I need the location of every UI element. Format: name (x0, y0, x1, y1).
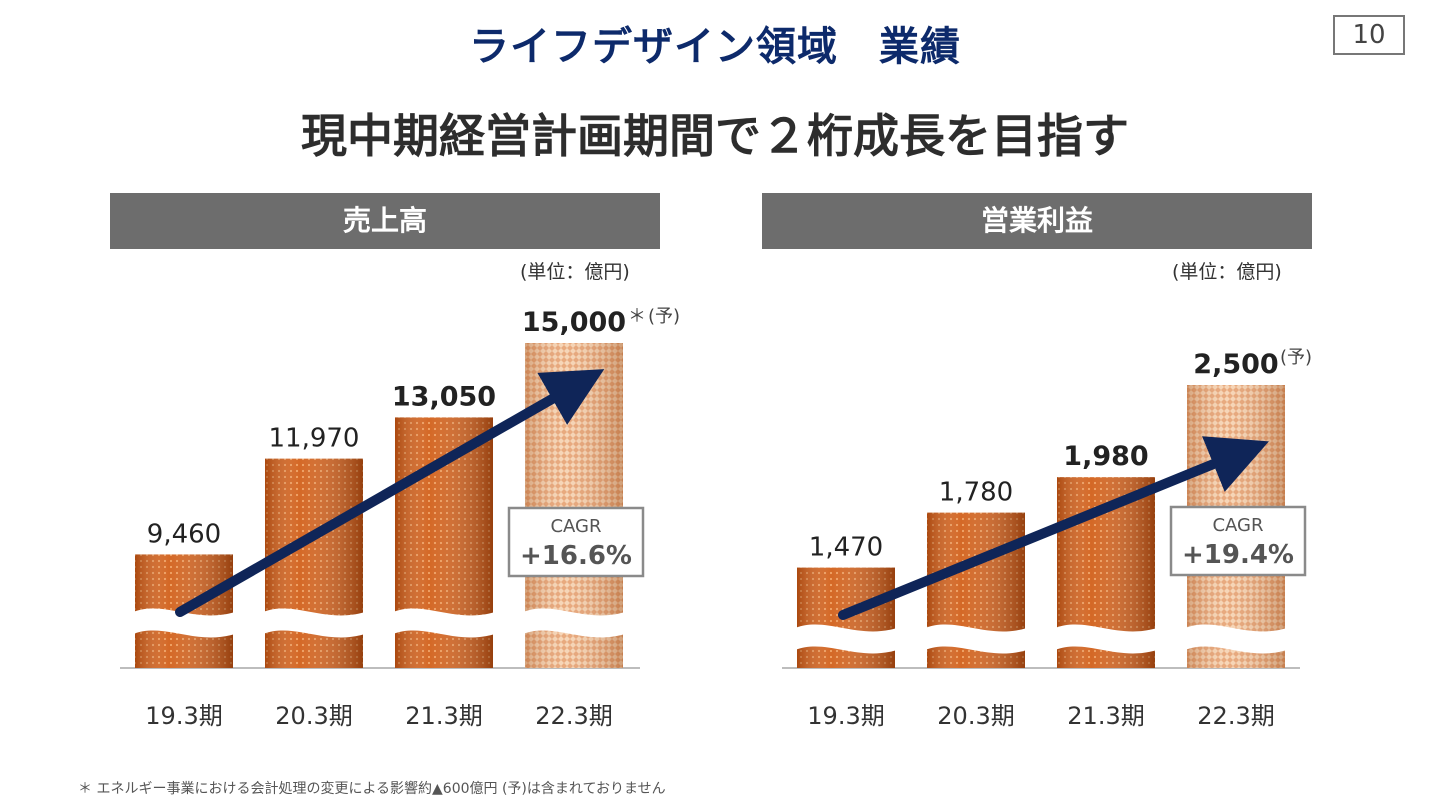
axis-break-wave (133, 608, 235, 638)
annotation-label: (予) (648, 306, 680, 327)
category-label: 19.3期 (807, 702, 884, 730)
category-label: 20.3期 (275, 702, 352, 730)
sales-unit-label: (単位：億円) (520, 261, 630, 283)
category-label: 22.3期 (1197, 702, 1274, 730)
cagr-box (507, 506, 645, 578)
axis-break-wave (795, 624, 897, 654)
category-label: 22.3期 (535, 702, 612, 730)
annotation-label: (予) (1280, 347, 1312, 368)
value-label: 1,780 (939, 478, 1013, 508)
annotation-label: ＊ (628, 306, 646, 327)
category-label: 19.3期 (145, 702, 222, 730)
operating-profit-chart: 1,470 19.3期 1,780 20.3期 1,980 21.3期 2,500 22.3期… (782, 347, 1312, 730)
value-label: 1,980 (1063, 441, 1148, 472)
sales-chart: 9,460 19.3期 11,970 20.3期 13,050 21.3期 15,000 22… (120, 306, 680, 730)
cagr-value: +19.4% (1182, 540, 1294, 570)
profit-panel-header: 営業利益 (762, 193, 1312, 249)
bar-20.3期 (925, 512, 1027, 668)
page-number: 10 (1333, 15, 1405, 55)
axis-break-wave (523, 608, 625, 638)
sales-panel-header: 売上高 (110, 193, 660, 249)
profit-unit-label: (単位：億円) (1172, 261, 1282, 283)
growth-arrow (838, 436, 1269, 620)
value-label: 11,970 (269, 424, 360, 454)
cagr-box (1169, 505, 1307, 577)
category-label: 20.3期 (937, 702, 1014, 730)
value-label: 1,470 (809, 533, 883, 563)
value-label: 9,460 (147, 519, 221, 549)
cagr-label: CAGR (550, 516, 601, 537)
value-label: 2,500 (1193, 349, 1278, 380)
value-label: 13,050 (392, 381, 496, 412)
category-label: 21.3期 (1067, 702, 1144, 730)
axis-break-wave (263, 608, 365, 638)
bar-19.3期 (133, 554, 235, 668)
axis-break-wave (393, 608, 495, 638)
axis-break-wave (1185, 624, 1287, 654)
axis-break-wave (925, 624, 1027, 654)
footnote: ＊ エネルギー事業における会計処理の変更による影響約▲600億円 (予)は含まれ… (78, 781, 666, 797)
cagr-value: +16.6% (520, 541, 632, 571)
growth-arrow (175, 369, 605, 617)
page-subtitle: 現中期経営計画期間で２桁成長を目指す (301, 109, 1129, 163)
bar-21.3期 (393, 417, 495, 668)
axis-break-wave (1055, 624, 1157, 654)
cagr-label: CAGR (1212, 515, 1263, 536)
page-title: ライフデザイン領域 業績 (469, 24, 961, 70)
bar-20.3期 (263, 458, 365, 668)
category-label: 21.3期 (405, 702, 482, 730)
value-label: 15,000 (522, 307, 626, 338)
